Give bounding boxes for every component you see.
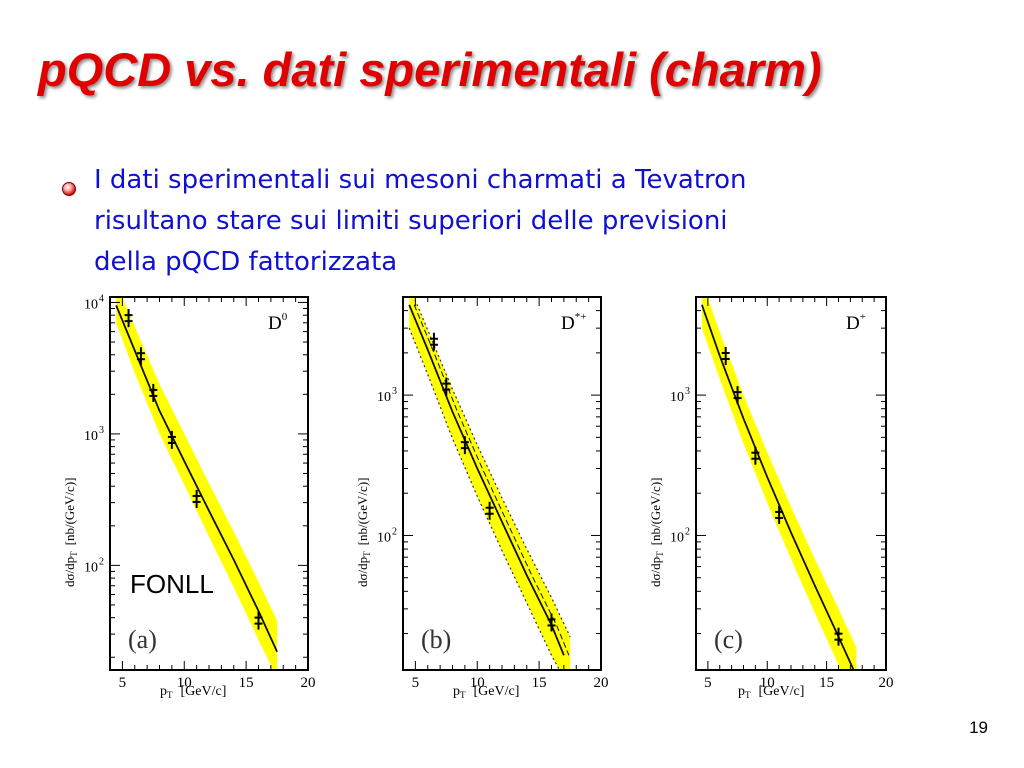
data-point [733, 386, 742, 405]
data-point [485, 501, 494, 520]
x-axis-label: pT [GeV/c] [453, 684, 519, 700]
y-tick-label: 10 [670, 530, 684, 545]
y-axis-label: dσ/dpT[nb/(GeV/c)] [62, 478, 79, 587]
x-tick-label: 20 [879, 675, 894, 691]
y-tick-label-exponent: 2 [392, 526, 397, 537]
x-tick-label: 5 [412, 675, 420, 691]
data-point [254, 611, 263, 630]
y-tick-label-exponent: 3 [685, 386, 690, 397]
particle-label: D+ [846, 311, 866, 334]
data-point [834, 627, 843, 646]
particle-label: D*+ [561, 311, 586, 334]
fonll-central-curve [701, 304, 855, 670]
data-point [442, 377, 451, 396]
y-tick-label: 10 [84, 429, 98, 444]
y-tick-label-exponent: 2 [685, 526, 690, 537]
chart-plot-area [115, 297, 278, 670]
x-tick-label: 15 [239, 675, 254, 691]
y-tick-label-exponent: 3 [392, 386, 397, 397]
fonll-central-curve [115, 305, 278, 653]
data-point [429, 332, 438, 351]
bullet-line-2: risultano stare sui limiti superiori del… [94, 206, 728, 236]
data-point [721, 346, 730, 365]
x-tick-label: 20 [594, 675, 609, 691]
chart-plot-area [408, 297, 571, 670]
data-point [547, 613, 556, 632]
y-axis-label: dσ/dpT[nb/(GeV/c)] [355, 478, 372, 587]
x-tick-label: 10 [177, 675, 192, 691]
data-point [775, 505, 784, 524]
x-tick-label: 5 [119, 675, 127, 691]
y-tick-label: 10 [670, 390, 684, 405]
theory-curve-dashed [413, 304, 570, 656]
y-tick-label: 10 [84, 560, 98, 575]
bullet-icon [62, 182, 76, 196]
x-tick-label: 5 [704, 675, 712, 691]
panel-label: (c) [714, 625, 743, 654]
uncertainty-band [701, 297, 857, 670]
data-point [751, 446, 760, 465]
slide-title: pQCD vs. dati sperimentali (charm) [38, 43, 822, 96]
x-axis-label: pT [GeV/c] [160, 684, 226, 700]
data-point [149, 383, 158, 402]
particle-label: D0 [268, 311, 288, 334]
fonll-annotation: FONLL [130, 569, 214, 599]
panel-label: (b) [421, 625, 451, 654]
data-point [136, 347, 145, 366]
bullet-text: I dati sperimentali sui mesoni charmati … [94, 160, 944, 283]
x-tick-label: 15 [532, 675, 547, 691]
fonll-central-curve [408, 304, 565, 656]
data-point [167, 430, 176, 449]
data-point [124, 309, 133, 328]
data-point [460, 436, 469, 455]
y-tick-label: 10 [84, 297, 98, 312]
y-tick-label: 10 [377, 530, 391, 545]
uncertainty-band [116, 297, 278, 670]
page-number: 19 [969, 718, 988, 737]
data-point [192, 489, 201, 508]
chart-plot-area [701, 297, 857, 670]
y-tick-label-exponent: 3 [99, 425, 104, 436]
x-tick-label: 10 [760, 675, 775, 691]
y-tick-label: 10 [377, 390, 391, 405]
y-tick-label-exponent: 4 [99, 293, 104, 304]
x-tick-label: 10 [470, 675, 485, 691]
bullet-line-3: della pQCD fattorizzata [94, 247, 398, 277]
y-tick-label-exponent: 2 [99, 556, 104, 567]
x-tick-label: 15 [819, 675, 834, 691]
x-tick-label: 20 [301, 675, 316, 691]
panel-label: (a) [128, 625, 157, 654]
x-axis-label: pT [GeV/c] [738, 684, 804, 700]
y-axis-label: dσ/dpT[nb/(GeV/c)] [648, 478, 665, 587]
band-lower-edge [408, 327, 561, 670]
bullet-line-1: I dati sperimentali sui mesoni charmati … [94, 165, 747, 195]
